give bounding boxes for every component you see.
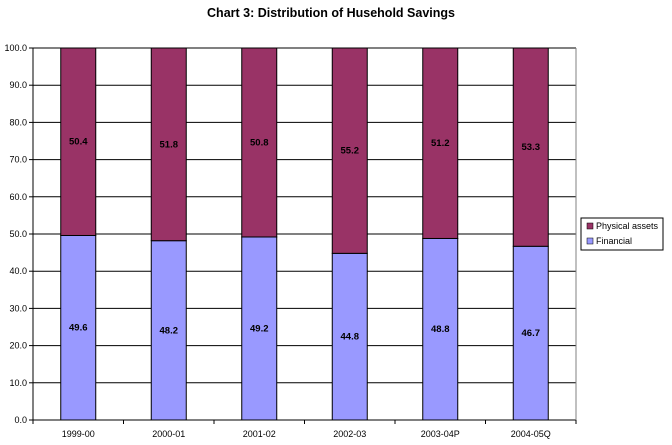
y-tick-label: 10.0: [9, 378, 27, 388]
legend: Physical assets Financial: [580, 217, 664, 251]
bar-physical-assets-2004-05Q: [512, 47, 549, 247]
data-label-financial-2002-03: 44.8: [341, 332, 360, 343]
bar-physical-assets-1999-00: [60, 47, 97, 236]
data-labels: 49.6 50.4 48.2 51.8 49.2 50.8 44.8 55.2 48.8 51.2…: [69, 137, 540, 343]
x-tick-labels: 1999-00 2000-01 2001-02 2002-03 2003-04P 2004…: [62, 429, 551, 439]
data-label-physical-assets-2000-01: 51.8: [160, 139, 179, 150]
bar-financial-2000-01: [150, 240, 187, 421]
x-tick-label: 2000-01: [152, 429, 185, 439]
bar-physical-assets-2000-01: [150, 47, 187, 242]
data-label-physical-assets-2002-03: 55.2: [341, 146, 360, 157]
x-tick-label: 2001-02: [243, 429, 276, 439]
data-label-physical-assets-2003-04P: 51.2: [431, 138, 450, 149]
y-tick-label: 50.0: [9, 229, 27, 239]
y-tick-label: 40.0: [9, 266, 27, 276]
y-tick-label: 30.0: [9, 303, 27, 313]
legend-label-financial: Financial: [596, 236, 632, 246]
legend-swatch-financial: [586, 237, 594, 245]
legend-label-physical-assets: Physical assets: [596, 221, 659, 231]
bar-financial-2001-02: [241, 236, 278, 421]
bar-financial-2004-05Q: [512, 245, 549, 421]
data-label-physical-assets-1999-00: 50.4: [69, 137, 88, 148]
x-tick-label: 2003-04P: [421, 429, 460, 439]
y-tick-label: 60.0: [9, 192, 27, 202]
data-label-physical-assets-2004-05Q: 53.3: [522, 142, 541, 153]
data-label-financial-1999-00: 49.6: [69, 323, 88, 334]
y-tick-labels: 0.0 10.0 20.0 30.0 40.0 50.0 60.0 70.0 80.0 90.0 1…: [4, 43, 27, 425]
y-tick-label: 20.0: [9, 341, 27, 351]
y-tick-label: 0.0: [14, 415, 27, 425]
y-tick-label: 70.0: [9, 155, 27, 165]
bar-financial-1999-00: [60, 234, 97, 421]
bar-physical-assets-2003-04P: [422, 47, 459, 239]
x-tick-label: 2002-03: [333, 429, 366, 439]
data-label-physical-assets-2001-02: 50.8: [250, 137, 269, 148]
data-label-financial-2001-02: 49.2: [250, 323, 269, 334]
bars: [60, 47, 549, 421]
y-tick-label: 80.0: [9, 117, 27, 127]
data-label-financial-2003-04P: 48.8: [431, 324, 450, 335]
bar-physical-assets-2001-02: [241, 47, 278, 238]
data-label-financial-2004-05Q: 46.7: [522, 328, 541, 339]
gridlines: [33, 47, 576, 421]
axes: [29, 47, 577, 424]
x-tick-label: 1999-00: [62, 429, 95, 439]
y-tick-label: 100.0: [4, 43, 27, 53]
x-tick-label: 2004-05Q: [511, 429, 551, 439]
y-tick-label: 90.0: [9, 80, 27, 90]
legend-swatch-physical-assets: [586, 222, 594, 230]
bar-physical-assets-2002-03: [331, 47, 368, 254]
chart-title: Chart 3: Distribution of Husehold Saving…: [207, 6, 455, 20]
bar-financial-2003-04P: [422, 237, 459, 421]
data-label-financial-2000-01: 48.2: [160, 325, 179, 336]
legend-box: [580, 217, 664, 251]
